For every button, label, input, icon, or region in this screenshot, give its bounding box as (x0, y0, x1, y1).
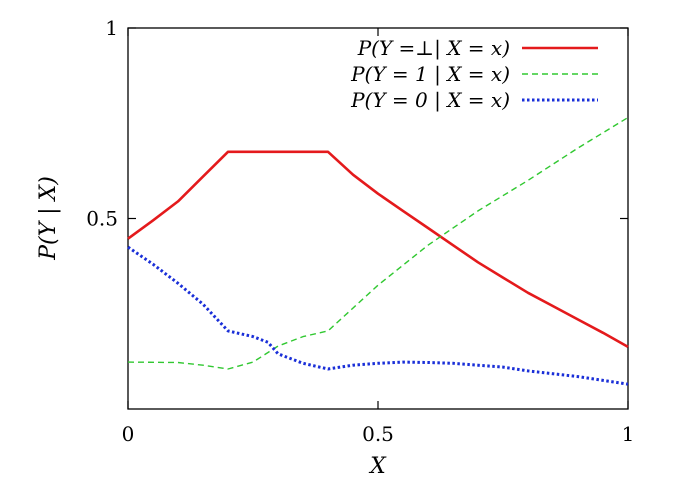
series-line-2 (127, 116, 629, 370)
y-tick-label: 0.5 (86, 207, 118, 231)
series-lines (127, 116, 629, 386)
x-axis-label: X (368, 454, 387, 479)
series-line-1 (127, 150, 629, 349)
y-axis-label: P(Y | X) (36, 176, 61, 261)
x-tick-label: 0 (122, 422, 135, 446)
legend-label-1: P(Y =⊥| X = x) (357, 36, 510, 61)
x-tick-label: 0.5 (362, 422, 394, 446)
legend-label-2: P(Y = 1 | X = x) (350, 62, 510, 87)
y-tick-label: 1 (105, 16, 118, 40)
legend-label-3: P(Y = 0 | X = x) (350, 88, 510, 113)
x-tick-label: 1 (622, 422, 635, 446)
series-line-3 (127, 245, 629, 386)
legend: P(Y =⊥| X = x)P(Y = 1 | X = x)P(Y = 0 | … (350, 36, 598, 113)
axis-ticks: 0 0.5 1 0.5 1 (86, 16, 634, 446)
